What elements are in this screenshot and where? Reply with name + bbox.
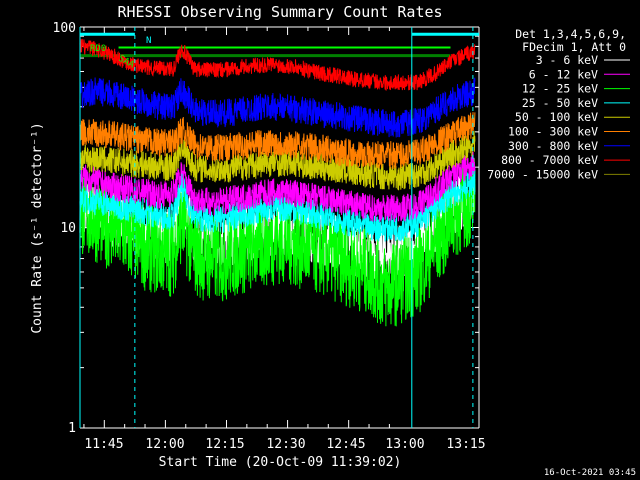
legend-label-1: 6 - 12 keV bbox=[529, 67, 598, 81]
x-tick-label-1145: 11:45 bbox=[84, 437, 123, 452]
x-tick-label-1245: 12:45 bbox=[326, 437, 365, 452]
x-axis-label: Start Time (20-Oct-09 11:39:02) bbox=[159, 455, 402, 470]
y-tick-label-1: 1 bbox=[68, 421, 76, 436]
rdo-label: RD0 bbox=[90, 44, 106, 54]
legend-label-4: 50 - 100 keV bbox=[515, 110, 598, 124]
chart-title: RHESSI Observing Summary Count Rates bbox=[117, 3, 442, 21]
legend-label-8: 7000 - 15000 keV bbox=[487, 167, 598, 181]
legend-label-2: 12 - 25 keV bbox=[522, 82, 598, 96]
legend-title-1: Det 1,3,4,5,6,9, bbox=[515, 27, 626, 41]
series-lines bbox=[79, 39, 476, 327]
y-tick-label-10: 10 bbox=[60, 221, 76, 236]
series-line-6 bbox=[79, 77, 476, 138]
x-tick-label-1215: 12:15 bbox=[205, 437, 244, 452]
y-tick-label-100: 100 bbox=[53, 21, 76, 36]
x-tick-label-1200: 12:00 bbox=[145, 437, 184, 452]
x-tick-label-1300: 13:00 bbox=[385, 437, 424, 452]
flag-bars bbox=[80, 32, 479, 58]
footer-timestamp: 16-Oct-2021 03:45 bbox=[544, 468, 636, 478]
series-line-3 bbox=[79, 169, 476, 242]
legend-label-6: 300 - 800 keV bbox=[508, 139, 598, 153]
series-line-7 bbox=[79, 39, 476, 91]
series-line-2 bbox=[79, 157, 476, 327]
time-markers bbox=[79, 27, 474, 428]
x-tick-label-1315: 13:15 bbox=[446, 437, 485, 452]
legend-label-7: 800 - 7000 keV bbox=[501, 153, 598, 167]
y-axis-label: Count Rate (s⁻¹ detector⁻¹) bbox=[30, 122, 45, 333]
n-label: N bbox=[146, 36, 151, 46]
legend: Det 1,3,4,5,6,9, FDecim 1, Att 0 3 - 6 k… bbox=[487, 27, 630, 181]
series-line-4 bbox=[79, 130, 476, 191]
x-tick-label-1230: 12:30 bbox=[266, 437, 305, 452]
series-line-5 bbox=[79, 112, 476, 170]
series-line-1 bbox=[79, 151, 476, 222]
legend-label-5: 100 - 300 keV bbox=[508, 125, 598, 139]
legend-label-0: 3 - 6 keV bbox=[536, 53, 598, 67]
legend-title-2: FDecim 1, Att 0 bbox=[522, 40, 626, 54]
legend-label-3: 25 - 50 keV bbox=[522, 96, 598, 110]
